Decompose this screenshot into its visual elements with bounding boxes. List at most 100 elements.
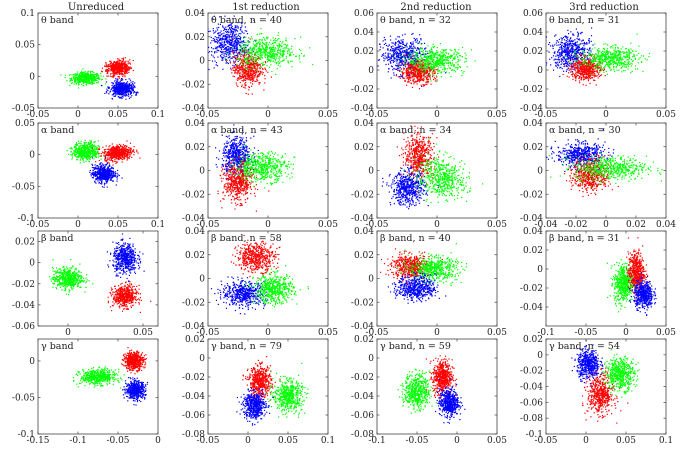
scatter-point [432, 54, 434, 56]
scatter-point [252, 58, 254, 60]
scatter-point [443, 63, 445, 65]
scatter-point [93, 80, 95, 82]
scatter-point [446, 56, 448, 58]
scatter-point [228, 50, 230, 52]
scatter-point [410, 64, 412, 66]
scatter-point [429, 70, 431, 72]
scatter-point [232, 50, 234, 52]
scatter-point [248, 37, 250, 39]
scatter-point [441, 49, 443, 51]
scatter-point [399, 52, 401, 54]
x-tick-label: -0.05 [365, 110, 388, 120]
scatter-point [232, 64, 234, 66]
scatter-point [124, 68, 126, 71]
scatter-point [287, 50, 289, 52]
scatter-point [446, 58, 448, 60]
scatter-point [428, 73, 430, 75]
scatter-point [113, 72, 115, 74]
scatter-point [390, 62, 392, 64]
scatter-point [235, 69, 237, 71]
scatter-point [417, 64, 419, 66]
scatter-point [222, 26, 224, 28]
scatter-point [74, 74, 76, 76]
scatter-point [79, 81, 81, 83]
scatter-point [427, 57, 429, 59]
scatter-point [243, 57, 245, 59]
scatter-point [276, 62, 278, 64]
scatter-point [214, 51, 216, 53]
scatter-point [247, 73, 249, 75]
scatter-point [398, 54, 400, 56]
scatter-point [412, 74, 414, 76]
scatter-point [77, 82, 79, 84]
scatter-point [436, 79, 438, 81]
scatter-point [442, 68, 444, 70]
scatter-point [120, 73, 122, 75]
scatter-point [406, 77, 408, 79]
scatter-point [407, 63, 409, 65]
scatter-point [418, 72, 420, 74]
scatter-point [399, 54, 401, 57]
scatter-point [115, 82, 118, 84]
scatter-point [126, 69, 128, 71]
scatter-point [244, 87, 246, 89]
scatter-point [387, 54, 389, 57]
scatter-point [233, 37, 235, 39]
scatter-point [265, 42, 267, 44]
scatter-point [263, 36, 265, 39]
scatter-point [208, 30, 210, 33]
scatter-point [209, 51, 211, 53]
scatter-point [225, 60, 227, 62]
scatter-point [242, 58, 244, 60]
scatter-point [401, 61, 403, 63]
scatter-point [413, 70, 415, 72]
scatter-point [126, 68, 128, 70]
scatter-point [268, 60, 270, 62]
scatter-point [436, 80, 438, 82]
scatter-point [270, 46, 272, 48]
scatter-point [434, 71, 436, 73]
scatter-point [406, 68, 408, 70]
scatter-point [405, 59, 407, 62]
scatter-point [439, 61, 441, 63]
scatter-point [245, 53, 248, 55]
scatter-point [122, 59, 124, 61]
scatter-point [561, 52, 563, 54]
scatter-point [410, 64, 412, 67]
scatter-point [562, 56, 564, 58]
scatter-point [117, 73, 119, 75]
scatter-point [431, 58, 434, 60]
scatter-point [577, 58, 579, 60]
scatter-point [433, 71, 435, 73]
scatter-point [122, 74, 124, 76]
scatter-point [223, 42, 225, 44]
scatter-point [399, 64, 401, 66]
scatter-point [248, 51, 250, 53]
scatter-point [267, 58, 269, 60]
scatter-point [231, 25, 233, 27]
scatter-point [74, 80, 76, 82]
scatter-point [406, 52, 408, 54]
scatter-point [113, 71, 115, 73]
scatter-point [391, 66, 393, 68]
scatter-point [276, 67, 278, 70]
scatter-point [425, 77, 427, 79]
scatter-point [235, 67, 237, 69]
scatter-point [418, 74, 420, 76]
scatter-point [119, 68, 121, 70]
scatter-point [128, 69, 130, 71]
scatter-point [256, 42, 258, 44]
scatter-point [95, 74, 98, 77]
scatter-point [117, 85, 120, 87]
scatter-point [224, 35, 226, 37]
scatter-point [459, 65, 461, 68]
scatter-point [412, 53, 414, 55]
scatter-point [278, 46, 280, 48]
scatter-point [284, 46, 286, 49]
scatter-point [385, 63, 387, 66]
scatter-point [235, 36, 237, 38]
scatter-point [84, 77, 86, 79]
scatter-point [416, 52, 418, 54]
scatter-point [279, 44, 281, 46]
scatter-point [433, 67, 435, 69]
